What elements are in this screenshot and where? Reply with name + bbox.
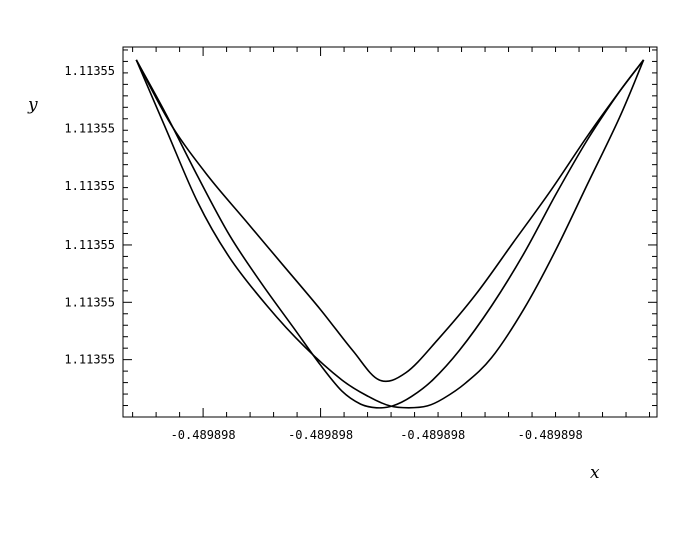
- x-tick-label-0: -0.489898: [171, 428, 236, 442]
- y-tick-label-1: 1.11355: [64, 295, 115, 309]
- series-line-3: [135, 59, 645, 383]
- y-tick-label-3: 1.11355: [64, 179, 115, 193]
- y-axis-label: y: [27, 95, 38, 115]
- ticks-layer: 1.11355 1.11355 1.11355 1.11355 1.11355 1.113…: [64, 47, 657, 442]
- plot-frame: [122, 46, 658, 418]
- y-tick-label-0: 1.11355: [64, 353, 115, 367]
- x-tick-label-3: -0.489898: [518, 428, 583, 442]
- y-tick-label-4: 1.11355: [64, 121, 115, 135]
- y-tick-label-5: 1.11355: [64, 64, 115, 78]
- x-tick-label-2: -0.489898: [400, 428, 465, 442]
- x-tick-label-1: -0.489898: [288, 428, 353, 442]
- series-line-1: [135, 59, 645, 409]
- x-axis-label: x: [590, 463, 600, 483]
- series-line-2: [135, 59, 645, 409]
- y-tick-label-2: 1.11355: [64, 238, 115, 252]
- series-layer: [135, 59, 645, 409]
